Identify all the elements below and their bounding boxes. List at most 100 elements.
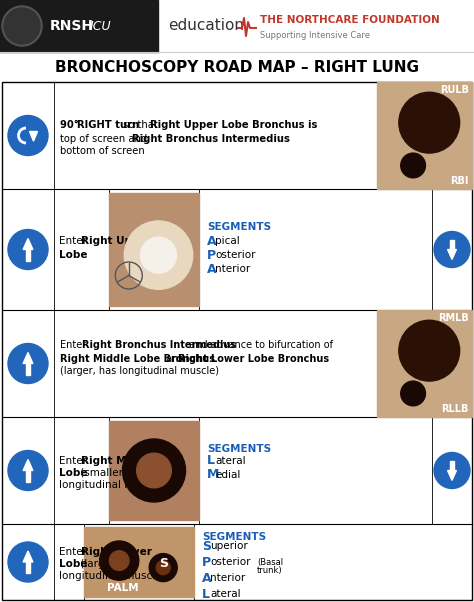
Text: pical: pical bbox=[215, 237, 240, 246]
Polygon shape bbox=[29, 131, 37, 141]
Text: Lobe: Lobe bbox=[59, 468, 88, 477]
Text: Right Bronchus Intermedius: Right Bronchus Intermedius bbox=[82, 341, 236, 350]
Text: RLLB: RLLB bbox=[442, 404, 469, 414]
Text: PALM: PALM bbox=[107, 583, 138, 593]
Circle shape bbox=[156, 560, 170, 574]
Circle shape bbox=[399, 92, 460, 153]
Text: and advance to bifurcation of: and advance to bifurcation of bbox=[186, 341, 333, 350]
Text: RULB: RULB bbox=[440, 85, 469, 95]
Bar bbox=[2, 82, 472, 600]
Text: Enter: Enter bbox=[59, 547, 90, 557]
Text: Right Upper: Right Upper bbox=[81, 237, 152, 246]
Text: M: M bbox=[207, 468, 219, 481]
Text: A: A bbox=[202, 571, 211, 585]
Text: A: A bbox=[207, 235, 217, 248]
Text: trunk): trunk) bbox=[257, 566, 283, 576]
Text: nterior: nterior bbox=[215, 264, 250, 275]
Text: osterior: osterior bbox=[210, 557, 250, 567]
Text: longitudinal muscle): longitudinal muscle) bbox=[59, 480, 165, 489]
Text: RNSH: RNSH bbox=[50, 19, 94, 33]
Text: top of screen and: top of screen and bbox=[60, 134, 150, 143]
Text: L: L bbox=[202, 588, 210, 601]
Bar bbox=[26, 364, 30, 374]
Circle shape bbox=[140, 237, 176, 273]
Polygon shape bbox=[23, 459, 33, 471]
Circle shape bbox=[401, 381, 426, 406]
Text: ICU: ICU bbox=[90, 19, 111, 33]
Bar bbox=[109, 193, 199, 306]
Text: Enter: Enter bbox=[59, 456, 90, 465]
Polygon shape bbox=[23, 353, 33, 364]
Text: Right Middle Lobe Bronchus: Right Middle Lobe Bronchus bbox=[60, 353, 215, 364]
Circle shape bbox=[4, 8, 40, 44]
Text: SEGMENTS: SEGMENTS bbox=[207, 444, 271, 453]
Text: nterior: nterior bbox=[210, 573, 245, 583]
Text: RMLB: RMLB bbox=[438, 313, 469, 323]
Text: Right Upper Lobe Bronchus is: Right Upper Lobe Bronchus is bbox=[150, 120, 318, 131]
Circle shape bbox=[8, 450, 48, 491]
Circle shape bbox=[401, 153, 426, 178]
Text: Right Bronchus Intermedius: Right Bronchus Intermedius bbox=[132, 134, 290, 143]
Bar bbox=[450, 461, 454, 471]
Circle shape bbox=[122, 439, 185, 502]
Bar bbox=[377, 82, 472, 189]
Circle shape bbox=[137, 453, 171, 488]
Polygon shape bbox=[447, 249, 456, 259]
Circle shape bbox=[8, 229, 48, 270]
Circle shape bbox=[109, 551, 129, 571]
Text: education: education bbox=[168, 19, 244, 34]
Text: so that: so that bbox=[120, 120, 161, 131]
Circle shape bbox=[8, 344, 48, 383]
Text: Enter: Enter bbox=[60, 341, 90, 350]
Bar bbox=[0, 0, 158, 52]
Circle shape bbox=[2, 6, 42, 46]
Text: bottom of screen: bottom of screen bbox=[60, 146, 145, 157]
Text: S: S bbox=[202, 539, 211, 553]
Text: (larger,: (larger, bbox=[77, 559, 118, 569]
Bar bbox=[26, 249, 30, 261]
Bar bbox=[84, 527, 194, 597]
Text: A: A bbox=[207, 263, 217, 276]
Bar bbox=[26, 562, 30, 573]
Text: Right Middle: Right Middle bbox=[81, 456, 156, 465]
Polygon shape bbox=[23, 551, 33, 562]
Text: longitudinal muscle): longitudinal muscle) bbox=[59, 571, 165, 581]
Text: Lobe: Lobe bbox=[59, 559, 88, 569]
Text: L: L bbox=[207, 454, 215, 467]
Circle shape bbox=[124, 221, 193, 290]
Text: edial: edial bbox=[215, 470, 240, 480]
Text: ateral: ateral bbox=[215, 456, 246, 465]
Circle shape bbox=[100, 541, 139, 580]
Text: SEGMENTS: SEGMENTS bbox=[207, 223, 271, 232]
Text: RIGHT turn: RIGHT turn bbox=[77, 120, 139, 131]
Bar bbox=[450, 240, 454, 249]
Circle shape bbox=[8, 542, 48, 582]
Bar bbox=[26, 471, 30, 482]
Circle shape bbox=[149, 554, 177, 582]
Text: Right Lower: Right Lower bbox=[81, 547, 152, 557]
Polygon shape bbox=[23, 238, 33, 249]
Text: BRONCHOSCOPY ROAD MAP – RIGHT LUNG: BRONCHOSCOPY ROAD MAP – RIGHT LUNG bbox=[55, 60, 419, 75]
Text: P: P bbox=[202, 556, 211, 568]
Text: Supporting Intensive Care: Supporting Intensive Care bbox=[260, 31, 370, 40]
Text: RBI: RBI bbox=[451, 176, 469, 186]
Text: P: P bbox=[207, 249, 216, 262]
Circle shape bbox=[399, 320, 460, 381]
Text: (larger, has longitudinal muscle): (larger, has longitudinal muscle) bbox=[60, 367, 219, 376]
Text: osterior: osterior bbox=[215, 250, 255, 261]
Circle shape bbox=[434, 453, 470, 488]
Text: THE NORTHCARE FOUNDATION: THE NORTHCARE FOUNDATION bbox=[260, 15, 440, 25]
Text: and: and bbox=[163, 353, 188, 364]
Bar bbox=[109, 421, 199, 520]
Text: 90°: 90° bbox=[60, 120, 82, 131]
Text: (smaller, no: (smaller, no bbox=[77, 468, 143, 477]
Text: uperior: uperior bbox=[210, 541, 248, 551]
Text: Lobe: Lobe bbox=[59, 249, 88, 259]
Text: ateral: ateral bbox=[210, 589, 241, 599]
Text: Enter: Enter bbox=[59, 237, 90, 246]
Text: S: S bbox=[159, 557, 168, 570]
Text: SEGMENTS: SEGMENTS bbox=[202, 532, 266, 542]
Bar bbox=[377, 310, 472, 417]
Circle shape bbox=[434, 232, 470, 267]
Text: Right Lower Lobe Bronchus: Right Lower Lobe Bronchus bbox=[178, 353, 329, 364]
